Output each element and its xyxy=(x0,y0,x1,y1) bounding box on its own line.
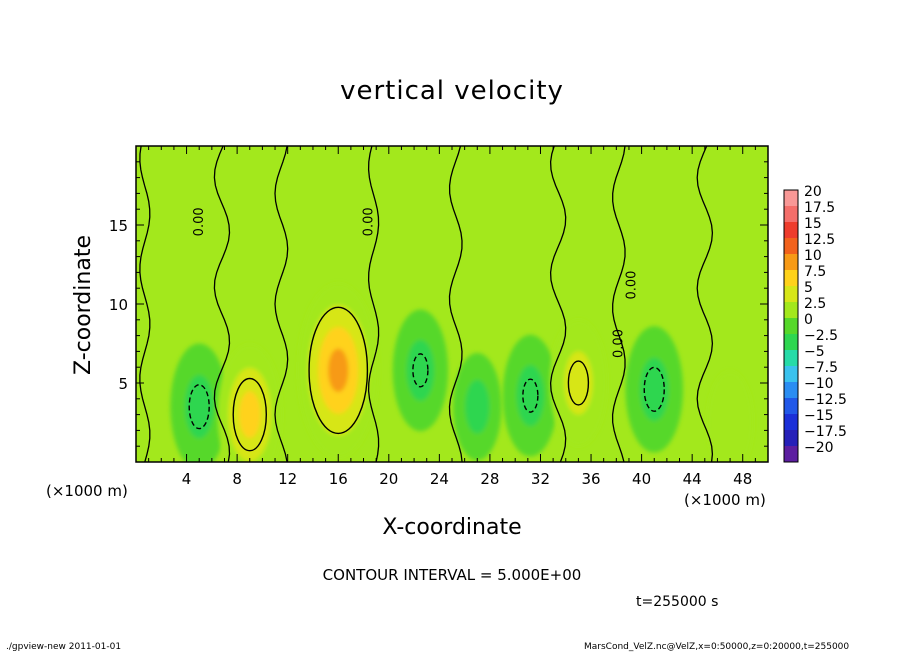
colorbar-swatch xyxy=(784,286,798,303)
contour-label: 0.00 xyxy=(624,271,639,300)
colorbar-swatch xyxy=(784,446,798,463)
x-tick-label: 36 xyxy=(581,470,600,488)
colorbar-swatch xyxy=(784,430,798,447)
contour-label: 0.00 xyxy=(192,207,207,236)
colorbar-label: 10 xyxy=(804,248,822,264)
colorbar-label: 17.5 xyxy=(804,200,835,216)
colorbar-label: 2.5 xyxy=(804,296,826,312)
colorbar-label: 5 xyxy=(804,280,813,296)
feature-8 xyxy=(625,326,684,453)
colorbar-swatch xyxy=(784,318,798,335)
feature-level xyxy=(516,365,545,427)
contour-line xyxy=(188,384,210,430)
zero-contour xyxy=(696,146,714,462)
x-tick-label: 28 xyxy=(480,470,499,488)
feature-level xyxy=(328,348,349,393)
colorbar-swatch xyxy=(784,254,798,271)
colorbar-label: 20 xyxy=(804,184,822,200)
contour-label: 0.00 xyxy=(361,207,376,236)
y-tick-label: 15 xyxy=(109,217,128,235)
zero-contour xyxy=(367,146,380,462)
colorbar-swatch xyxy=(784,398,798,415)
colorbar-swatch xyxy=(784,334,798,351)
colorbar: 2017.51512.5107.552.50−2.5−5−7.5−10−12.5… xyxy=(783,184,847,463)
colorbar-swatch xyxy=(784,238,798,255)
colorbar-label: −20 xyxy=(804,440,834,456)
colorbar-label: −2.5 xyxy=(804,328,838,344)
footer-program-info: ./gpview-new 2011-01-01 xyxy=(6,642,122,652)
chart-title: vertical velocity xyxy=(340,76,564,106)
colorbar-swatch xyxy=(784,302,798,319)
colorbar-swatch xyxy=(784,350,798,367)
x-tick-label: 44 xyxy=(683,470,702,488)
zero-contour xyxy=(274,146,289,462)
x-unit-label-right: (×1000 m) xyxy=(684,491,766,509)
zero-contour xyxy=(139,146,151,462)
colorbar-frame xyxy=(783,189,799,463)
colorbar-label: −10 xyxy=(804,376,834,392)
x-tick-label: 40 xyxy=(632,470,651,488)
colorbar-label: −7.5 xyxy=(804,360,838,376)
x-tick-label: 16 xyxy=(329,470,348,488)
feature-3 xyxy=(298,283,379,458)
feature-6 xyxy=(502,334,559,457)
time-stamp: t=255000 s xyxy=(636,594,719,610)
zero-contour xyxy=(448,146,463,462)
colorbar-swatch xyxy=(784,366,798,383)
contour-label: 0.00 xyxy=(612,329,627,358)
y-tick-label: 10 xyxy=(109,296,128,314)
contour-interval-text: CONTOUR INTERVAL = 5.000E+00 xyxy=(322,566,582,584)
feature-4 xyxy=(392,309,449,432)
colorbar-label: −15 xyxy=(804,408,834,424)
x-tick-label: 20 xyxy=(379,470,398,488)
colorbar-label: −12.5 xyxy=(804,392,847,408)
colorbar-swatch xyxy=(784,414,798,431)
feature-2 xyxy=(217,344,282,462)
x-tick-label: 8 xyxy=(232,470,242,488)
x-unit-label-left: (×1000 m) xyxy=(46,482,128,500)
x-tick-label: 32 xyxy=(531,470,550,488)
x-tick-label: 24 xyxy=(430,470,449,488)
velocity-field xyxy=(136,146,768,462)
feature-9 xyxy=(706,371,754,462)
feature-level xyxy=(406,339,435,401)
colorbar-label: 7.5 xyxy=(804,264,826,280)
colorbar-label: −17.5 xyxy=(804,424,847,440)
colorbar-label: 12.5 xyxy=(804,232,835,248)
feature-level xyxy=(706,371,754,462)
feature-5 xyxy=(453,352,502,461)
contour-line xyxy=(308,306,369,435)
zero-contour xyxy=(213,146,231,462)
y-tick-label: 5 xyxy=(118,375,128,393)
colorbar-label: 15 xyxy=(804,216,822,232)
x-tick-label: 48 xyxy=(733,470,752,488)
feature-level xyxy=(465,379,490,434)
x-tick-label: 4 xyxy=(182,470,192,488)
colorbar-label: 0 xyxy=(804,312,813,328)
contour-line xyxy=(232,377,268,452)
colorbar-swatch xyxy=(784,190,798,207)
contour-line xyxy=(412,353,429,388)
feature-level xyxy=(239,391,261,439)
colorbar-swatch xyxy=(784,206,798,223)
feature-7 xyxy=(549,319,608,447)
colorbar-swatch xyxy=(784,270,798,287)
contour-line xyxy=(567,360,590,406)
zero-contour xyxy=(611,146,626,462)
colorbar-swatch xyxy=(784,382,798,399)
colorbar-swatch xyxy=(784,222,798,239)
x-tick-label: 12 xyxy=(278,470,297,488)
colorbar-label: −5 xyxy=(804,344,825,360)
contour-line xyxy=(643,366,665,412)
footer-data-source: MarsCond_VelZ.nc@VelZ,x=0:50000,z=0:2000… xyxy=(584,642,850,652)
x-axis-label: X-coordinate xyxy=(382,515,522,540)
zero-contour xyxy=(549,146,567,462)
contour-line xyxy=(522,378,539,413)
contour-lines: 0.00 0.00 0.00 0.00 xyxy=(139,146,714,462)
